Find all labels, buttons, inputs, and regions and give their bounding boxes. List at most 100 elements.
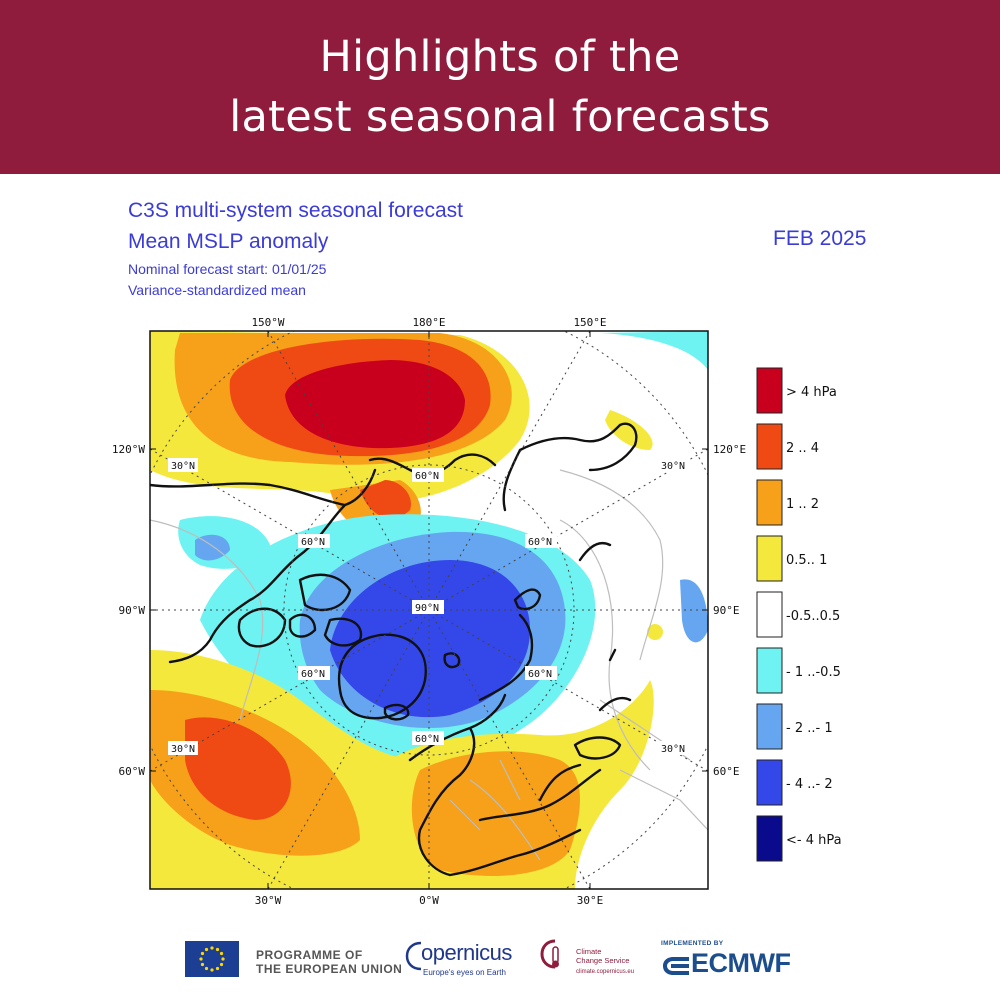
eu-star-8 bbox=[200, 962, 205, 967]
eu-star-1 bbox=[215, 947, 220, 952]
banner-title-line-1: Highlights of the bbox=[319, 32, 681, 82]
coastline-novaya-zemlya bbox=[513, 588, 542, 611]
lat-label-60n-sw: 60°N bbox=[301, 669, 325, 680]
legend-label-3: 0.5.. 1 bbox=[786, 553, 827, 568]
longitude-labels: 150°W 180°E 150°E 30°W 0°W 30°E 120°W 90… bbox=[112, 316, 746, 907]
lat-label-north-pole: 90°N bbox=[415, 603, 439, 614]
lon-label-90w: 90°W bbox=[119, 604, 146, 617]
positive-anomaly-pacific-gt4 bbox=[285, 360, 465, 449]
coastlines bbox=[150, 422, 638, 877]
coastline-hudson-bay bbox=[237, 607, 287, 648]
banner-title-line-2: latest seasonal forecasts bbox=[229, 92, 771, 142]
lon-label-60e: 60°E bbox=[713, 765, 740, 778]
coastline-svalbard bbox=[443, 652, 461, 669]
lon-label-30e: 30°E bbox=[577, 894, 604, 907]
legend-label-1: 2 .. 4 bbox=[786, 441, 819, 456]
eu-flag-icon bbox=[185, 941, 239, 977]
anomaly-shading bbox=[150, 331, 708, 889]
eu-star-10 bbox=[200, 951, 205, 956]
legend-swatch-1 bbox=[756, 423, 783, 470]
coastline-europe bbox=[408, 693, 582, 877]
lon-label-0w: 0°W bbox=[419, 894, 439, 907]
lon-label-150e: 150°E bbox=[573, 316, 606, 329]
coastline-iceland bbox=[383, 703, 410, 721]
coastline-asia-arctic bbox=[502, 422, 638, 562]
frame-ticks bbox=[150, 331, 708, 889]
forecast-title: C3S multi-system seasonal forecast bbox=[128, 199, 463, 222]
legend-swatch-0 bbox=[756, 367, 783, 414]
implemented-by-text: IMPLEMENTED BY bbox=[661, 940, 724, 947]
lat-label-60n-bottom: 60°N bbox=[415, 734, 439, 745]
eu-star-3 bbox=[221, 957, 225, 961]
footer-logos: PROGRAMME OF THE EUROPEAN UNION opernicu… bbox=[0, 925, 1000, 1000]
lat-label-60n-nw: 60°N bbox=[301, 537, 325, 548]
lon-label-150w: 150°W bbox=[251, 316, 284, 329]
lon-label-60w: 60°W bbox=[119, 765, 146, 778]
negative-anomaly-northwest-core bbox=[195, 534, 230, 561]
positive-anomaly-atlantic-2to4 bbox=[185, 717, 291, 820]
map-panel: 30°N 30°N 30°N 30°N 60°N 60°N 60°N 60°N … bbox=[150, 331, 708, 889]
forecast-start: Nominal forecast start: 01/01/25 bbox=[128, 261, 327, 277]
lat-label-60n-se: 60°N bbox=[528, 669, 552, 680]
legend-label-0: > 4 hPa bbox=[786, 385, 837, 400]
copernicus-logo-text: opernicus bbox=[421, 940, 512, 965]
forecast-map-figure: 30°N 30°N 30°N 30°N 60°N 60°N 60°N 60°N … bbox=[112, 316, 842, 907]
eu-star-9 bbox=[199, 957, 203, 961]
coastline-scandinavia bbox=[478, 613, 534, 702]
header-banner: Highlights of the latest seasonal foreca… bbox=[0, 0, 1000, 174]
positive-anomaly-spot bbox=[647, 624, 663, 640]
legend-label-2: 1 .. 2 bbox=[786, 497, 819, 512]
legend-swatch-5 bbox=[756, 647, 783, 694]
coastline-greenland bbox=[337, 633, 427, 720]
coastline-mediterranean bbox=[478, 763, 602, 822]
eu-star-4 bbox=[219, 962, 224, 967]
lat-label-60n-ne: 60°N bbox=[528, 537, 552, 548]
eu-star-5 bbox=[215, 966, 220, 971]
legend-swatch-3 bbox=[756, 535, 783, 582]
eu-star-7 bbox=[204, 966, 209, 971]
c3s-text-1: Climate bbox=[576, 947, 602, 956]
latitude-labels: 30°N 30°N 30°N 30°N 60°N 60°N 60°N 60°N … bbox=[168, 458, 688, 755]
eu-programme-text-1: PROGRAMME OF bbox=[256, 948, 363, 962]
legend-swatch-6 bbox=[756, 703, 783, 750]
colour-legend: > 4 hPa 2 .. 4 1 .. 2 0.5.. 1 -0.5..0.5 - 1 .… bbox=[756, 367, 842, 862]
eu-star-0 bbox=[210, 946, 214, 950]
c3s-text-2: Change Service bbox=[576, 956, 630, 965]
c3s-url: climate.copernicus.eu bbox=[576, 969, 635, 975]
negative-anomaly-far-pacific bbox=[600, 331, 708, 370]
eu-star-6 bbox=[210, 968, 214, 972]
forecast-variable: Mean MSLP anomaly bbox=[128, 230, 329, 253]
legend-swatch-4 bbox=[756, 591, 783, 638]
lat-label-30n-sw: 30°N bbox=[171, 744, 195, 755]
ecmwf-logo-text: ECMWF bbox=[691, 948, 791, 978]
valid-month: FEB 2025 bbox=[773, 227, 867, 250]
coastline-pacific-asia bbox=[598, 648, 632, 712]
eu-star-11 bbox=[204, 947, 209, 952]
legend-swatch-2 bbox=[756, 479, 783, 526]
negative-anomaly-arctic-2to4 bbox=[330, 560, 530, 718]
negative-anomaly-siberia bbox=[680, 579, 708, 643]
copernicus-tagline: Europe's eyes on Earth bbox=[423, 968, 506, 977]
legend-label-5: - 1 ..-0.5 bbox=[786, 665, 841, 680]
lon-label-180e: 180°E bbox=[412, 316, 445, 329]
lon-label-90e: 90°E bbox=[713, 604, 740, 617]
positive-anomaly-far-east bbox=[605, 410, 653, 450]
legend-swatch-7 bbox=[756, 759, 783, 806]
legend-label-4: -0.5..0.5 bbox=[786, 609, 840, 624]
coastline-black-sea bbox=[573, 736, 622, 760]
lat-label-60n-top: 60°N bbox=[415, 471, 439, 482]
lon-label-30w: 30°W bbox=[255, 894, 282, 907]
forecast-method: Variance-standardized mean bbox=[128, 282, 306, 298]
positive-anomaly-europe-1to2 bbox=[411, 751, 580, 876]
eu-programme-text-2: THE EUROPEAN UNION bbox=[256, 962, 403, 976]
legend-label-8: <- 4 hPa bbox=[786, 833, 842, 848]
lat-label-30n-ne: 30°N bbox=[661, 461, 685, 472]
positive-anomaly-bering-tongue-2 bbox=[360, 480, 411, 519]
coastline-canadian-arctic bbox=[288, 573, 363, 647]
legend-swatch-8 bbox=[756, 815, 783, 862]
lat-label-30n-se: 30°N bbox=[661, 744, 685, 755]
legend-label-6: - 2 ..- 1 bbox=[786, 721, 833, 736]
legend-label-7: - 4 ..- 2 bbox=[786, 777, 833, 792]
graticule bbox=[150, 331, 708, 889]
ecmwf-logo-icon bbox=[663, 957, 689, 975]
